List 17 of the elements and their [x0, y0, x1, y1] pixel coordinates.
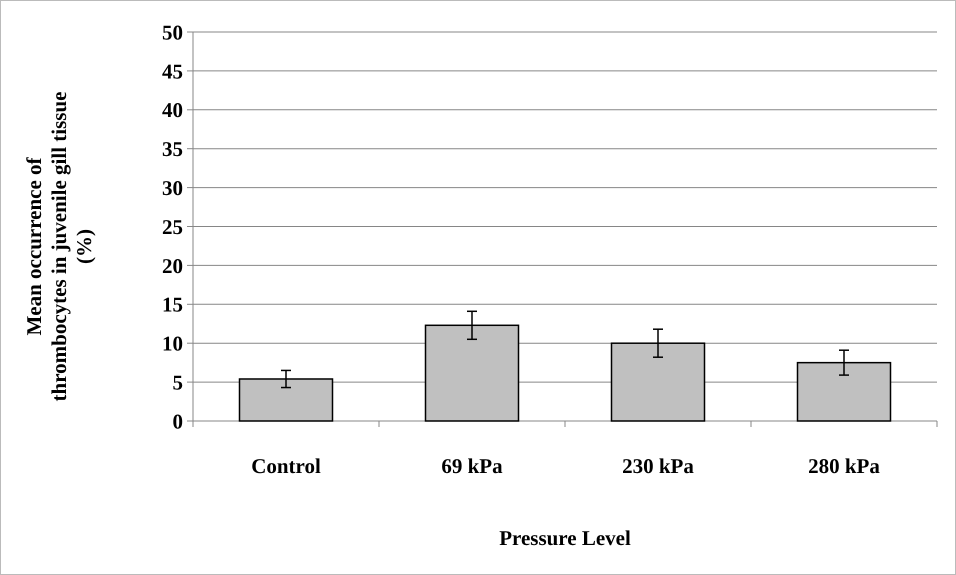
- x-axis-title: Pressure Level: [499, 526, 631, 550]
- y-tick-label: 15: [162, 292, 183, 317]
- x-tick-label: 280 kPa: [808, 454, 880, 478]
- y-tick-label: 30: [162, 176, 183, 200]
- y-tick-label: 45: [162, 59, 183, 84]
- y-tick-label: 20: [162, 254, 183, 278]
- x-tick-label: 69 kPa: [441, 454, 504, 478]
- x-tick-label: 230 kPa: [622, 454, 694, 478]
- y-axis-title: Mean occurrence of thrombocytes in juvenile gill tissue (%): [22, 92, 96, 402]
- y-tick-label: 40: [162, 98, 183, 122]
- y-tick-label: 5: [172, 370, 183, 394]
- y-tick-label: 50: [162, 20, 183, 44]
- y-tick-label: 0: [172, 409, 183, 434]
- y-tick-label: 25: [162, 214, 183, 239]
- y-tick-label: 10: [162, 332, 183, 356]
- x-tick-label: Control: [251, 454, 321, 478]
- y-tick-label: 35: [162, 137, 183, 162]
